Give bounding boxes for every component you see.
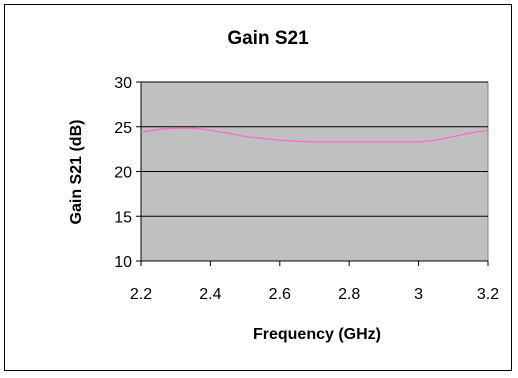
- x-tick-label: 3: [414, 286, 423, 303]
- x-tick-label: 2.2: [130, 286, 152, 303]
- x-tick-label: 2.8: [338, 286, 360, 303]
- y-axis-label: Gain S21 (dB): [68, 120, 85, 225]
- y-tick-label: 15: [114, 209, 132, 226]
- chart-title: Gain S21: [227, 28, 309, 49]
- y-tick-label: 20: [114, 165, 132, 182]
- y-tick-label: 30: [114, 75, 132, 92]
- x-tick-label: 2.6: [269, 286, 291, 303]
- series-layer: [140, 127, 489, 143]
- x-tick-label: 2.4: [199, 286, 221, 303]
- y-tick-label: 25: [114, 120, 132, 137]
- x-axis-ticks: 2.2 2.4 2.6 2.8 3 3.2: [130, 261, 499, 303]
- x-tick-label: 3.2: [477, 286, 499, 303]
- grid-lines: [140, 81, 488, 262]
- y-tick-label: 10: [114, 254, 132, 271]
- gain-series-line: [140, 127, 489, 143]
- y-axis-ticks: 30 25 20 15 10: [114, 75, 141, 271]
- x-axis-label: Frequency (GHz): [253, 326, 381, 343]
